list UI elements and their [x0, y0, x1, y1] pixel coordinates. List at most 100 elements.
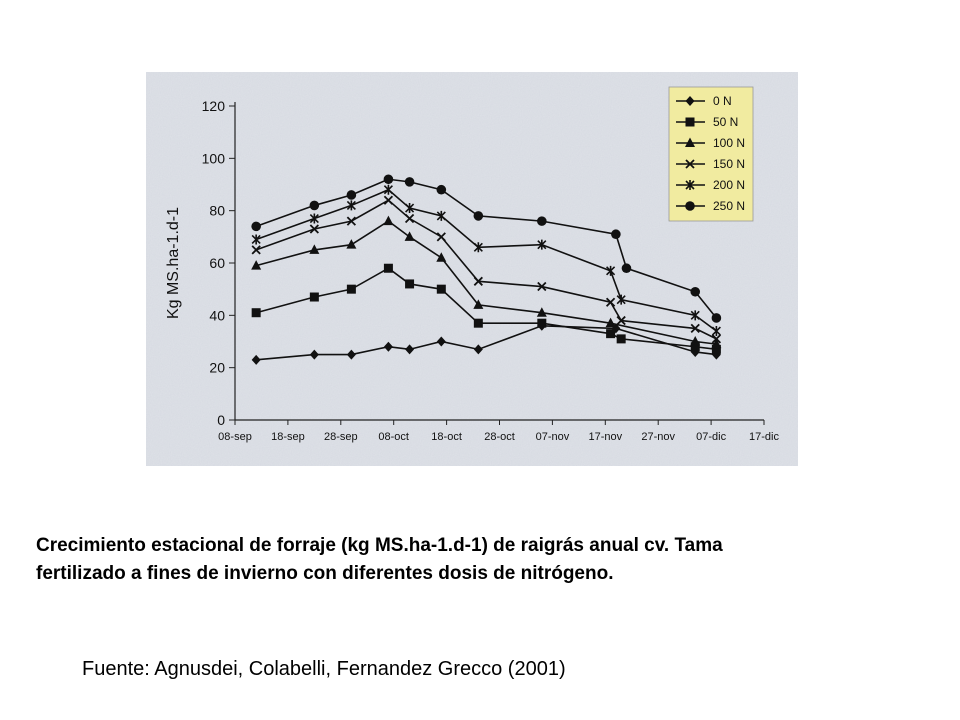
x-tick-label: 28-sep: [324, 431, 358, 443]
data-point-100n: [436, 252, 447, 262]
y-axis-label: Kg MS.ha-1.d-1: [165, 207, 182, 319]
y-tick-label: 20: [209, 360, 225, 376]
data-point-200n: [383, 184, 393, 195]
x-tick-label: 07-dic: [696, 431, 726, 443]
legend-item-150n: 150 N: [676, 157, 745, 171]
data-point-50n: [473, 318, 483, 328]
data-point-50n: [309, 292, 319, 302]
x-tick-label: 28-oct: [484, 431, 515, 443]
data-point-0n: [309, 349, 319, 360]
legend-label: 100 N: [713, 136, 745, 150]
legend-marker-150n: [685, 159, 695, 169]
data-point-150n: [616, 315, 626, 326]
data-point-100n: [404, 231, 415, 241]
data-point-0n: [346, 349, 356, 360]
x-tick-label: 17-dic: [749, 431, 779, 443]
data-point-250n: [383, 174, 394, 185]
x-tick-label: 18-sep: [271, 431, 305, 443]
data-point-150n: [383, 195, 394, 205]
data-point-50n: [383, 263, 393, 273]
y-tick-label: 120: [202, 98, 226, 114]
legend-label: 50 N: [713, 115, 738, 129]
line-chart: 0 20 40 60 80 100 120 08-sep 18-sep 28-sep 08-oct 1…: [146, 72, 798, 466]
data-point-0n: [251, 354, 261, 365]
legend-marker-0n: [685, 96, 695, 106]
series-200n: [251, 184, 721, 337]
series-50n: [251, 263, 721, 354]
data-point-50n: [616, 334, 626, 344]
data-point-150n: [251, 245, 261, 255]
data-point-100n: [473, 299, 484, 309]
data-point-0n: [383, 341, 393, 352]
legend-marker-200n: [685, 180, 695, 190]
x-tick-label: 18-oct: [431, 431, 462, 443]
legend-marker-250n: [685, 201, 695, 211]
x-tick-label: 08-oct: [378, 431, 409, 443]
legend-item-50n: 50 N: [676, 115, 738, 129]
data-point-0n: [473, 344, 483, 355]
data-point-250n: [251, 221, 261, 232]
data-point-50n: [537, 318, 547, 328]
legend-marker-100n: [685, 137, 695, 147]
series-line-50n: [255, 267, 717, 351]
data-point-150n: [346, 216, 357, 226]
x-tick-label: 17-nov: [588, 431, 622, 443]
data-point-50n: [405, 279, 415, 289]
y-tick-label: 0: [217, 412, 225, 428]
data-point-100n: [536, 307, 547, 317]
data-point-250n: [621, 263, 632, 274]
caption-line-1: Crecimiento estacional de forraje (kg MS…: [36, 535, 723, 556]
series-line-150n: [255, 199, 717, 340]
data-point-100n: [711, 338, 722, 349]
data-point-50n: [251, 308, 261, 318]
figure-caption: Crecimiento estacional de forraje (kg MS…: [36, 532, 926, 588]
data-point-100n: [383, 215, 394, 226]
legend-item-250n: 250 N: [676, 199, 745, 213]
data-point-200n: [251, 234, 261, 245]
data-point-200n: [711, 326, 721, 337]
data-point-100n: [346, 239, 357, 249]
legend-item-200n: 200 N: [676, 178, 745, 192]
data-point-250n: [473, 211, 484, 221]
data-point-200n: [436, 210, 446, 221]
data-point-150n: [473, 276, 483, 286]
data-point-200n: [309, 213, 319, 224]
legend-marker-50n: [685, 117, 695, 127]
legend-label: 150 N: [713, 157, 745, 171]
y-tick-label: 100: [202, 150, 226, 166]
series-layer: [251, 174, 722, 365]
data-point-150n: [537, 281, 547, 292]
data-point-250n: [436, 184, 447, 195]
data-point-250n: [611, 229, 621, 240]
y-tick-label: 80: [209, 203, 225, 219]
series-150n: [251, 195, 722, 344]
legend: 0 N 50 N 100 N 150 N 200 N 250 N: [668, 86, 754, 222]
data-point-50n: [711, 344, 721, 354]
data-point-200n: [405, 203, 415, 214]
series-line-250n: [255, 178, 718, 319]
data-point-250n: [711, 313, 722, 323]
legend-label: 250 N: [713, 199, 745, 213]
legend-label: 200 N: [713, 178, 745, 192]
data-point-250n: [690, 286, 701, 297]
series-line-200n: [255, 188, 717, 332]
data-point-150n: [309, 224, 319, 234]
data-point-0n: [405, 344, 415, 355]
data-point-250n: [346, 190, 357, 200]
data-point-50n: [346, 284, 356, 294]
data-point-150n: [690, 323, 700, 334]
data-point-100n: [309, 244, 320, 254]
x-tick-label: 27-nov: [641, 431, 675, 443]
legend-label: 0 N: [713, 94, 732, 108]
x-tick-label: 08-sep: [218, 431, 252, 443]
data-point-200n: [473, 242, 483, 253]
legend-item-100n: 100 N: [676, 136, 745, 150]
data-point-200n: [346, 200, 356, 211]
data-point-250n: [404, 177, 415, 187]
data-point-0n: [436, 336, 446, 347]
data-point-100n: [251, 260, 262, 270]
data-point-200n: [616, 294, 626, 305]
data-point-200n: [690, 310, 700, 321]
source-citation: Fuente: Agnusdei, Colabelli, Fernandez G…: [82, 658, 566, 680]
data-point-150n: [711, 334, 722, 344]
